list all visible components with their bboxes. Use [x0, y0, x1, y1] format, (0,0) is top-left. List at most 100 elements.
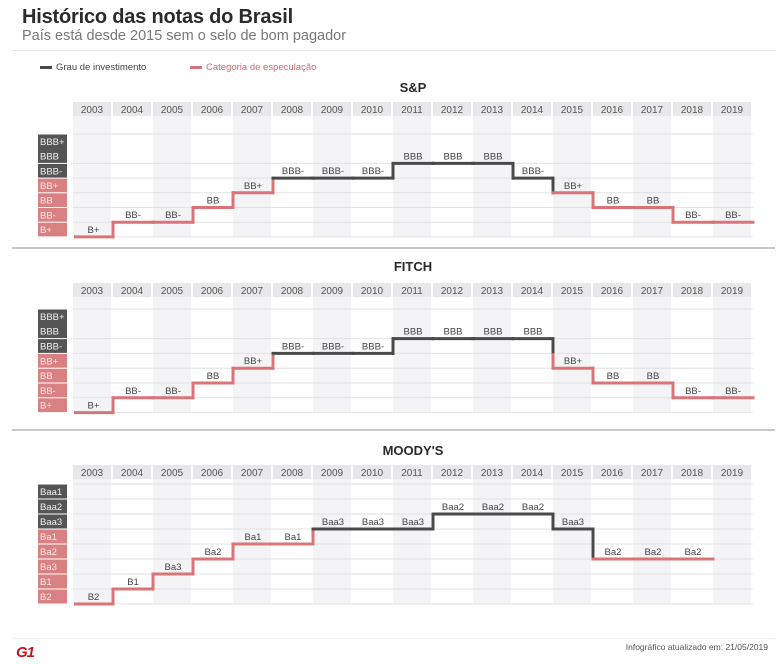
rating-label-box: [38, 574, 67, 589]
footer-divider: [12, 638, 775, 639]
rating-value-label: BBB-: [322, 341, 344, 352]
rating-label: B+: [40, 401, 52, 412]
year-label: 2005: [161, 286, 184, 297]
year-label: 2011: [401, 468, 423, 479]
year-label: 2019: [721, 286, 744, 297]
rating-label-box: [38, 559, 67, 574]
year-label: 2016: [601, 286, 624, 297]
column-band: [153, 479, 191, 604]
year-label: 2008: [281, 286, 304, 297]
rating-value-label: B+: [88, 225, 100, 236]
rating-value-label: BBB-: [282, 166, 304, 177]
year-label: 2006: [201, 468, 224, 479]
year-label: 2011: [401, 105, 423, 116]
column-band: [73, 297, 111, 413]
rating-value-label: BBB: [403, 327, 422, 338]
rating-value-label: Baa2: [442, 502, 464, 513]
column-band: [393, 297, 431, 413]
rating-value-label: Baa2: [522, 502, 544, 513]
year-header-cell: [113, 465, 151, 479]
rating-value-label: B1: [127, 577, 139, 588]
year-label: 2013: [481, 468, 504, 479]
year-header-cell: [673, 465, 711, 479]
year-header-cell: [673, 102, 711, 116]
year-header-cell: [473, 102, 511, 116]
year-header-cell: [553, 465, 591, 479]
rating-value-label: BB+: [564, 356, 583, 367]
year-header-cell: [233, 465, 271, 479]
rating-value-label: BB: [607, 371, 620, 382]
year-header-cell: [353, 465, 391, 479]
year-header-cell: [393, 102, 431, 116]
column-band: [233, 116, 271, 237]
rating-label-box: [38, 514, 67, 529]
column-band: [233, 297, 271, 413]
year-header-cell: [193, 465, 231, 479]
year-header-cell: [73, 283, 111, 297]
year-label: 2009: [321, 468, 344, 479]
year-header-cell: [433, 465, 471, 479]
rating-label-box: [38, 499, 67, 514]
rating-value-label: BBB: [483, 151, 502, 162]
chart-fitch: FITCH 2003 2004 2005 2006 2007 2008 2009 2010 201…: [38, 259, 755, 415]
rating-label-box: [38, 589, 67, 604]
rating-label-box: [38, 339, 67, 353]
year-label: 2019: [721, 468, 744, 479]
year-label: 2012: [441, 468, 464, 479]
rating-label-box: [38, 529, 67, 544]
column-band: [473, 479, 511, 604]
rating-label-box: [38, 353, 67, 368]
rating-value-label: BB: [207, 371, 220, 382]
year-label: 2017: [641, 105, 664, 116]
rating-value-label: Baa3: [562, 517, 584, 528]
year-header-cell: [233, 283, 271, 297]
year-header-cell: [73, 102, 111, 116]
year-label: 2015: [561, 105, 584, 116]
rating-label-box: [38, 383, 67, 398]
year-label: 2007: [241, 468, 264, 479]
rating-value-label: BBB: [443, 151, 462, 162]
column-band: [553, 116, 591, 237]
rating-label: BBB: [40, 152, 59, 163]
rating-value-label: Ba2: [645, 547, 662, 558]
year-header-cell: [673, 283, 711, 297]
section-divider-1: [12, 247, 775, 249]
year-header-cell: [593, 283, 631, 297]
rating-label: B2: [40, 592, 52, 603]
year-header-cell: [433, 102, 471, 116]
year-label: 2003: [81, 286, 104, 297]
year-header-cell: [633, 102, 671, 116]
year-label: 2015: [561, 468, 584, 479]
year-label: 2016: [601, 105, 624, 116]
chart-title: MOODY'S: [383, 443, 444, 458]
rating-value-label: BBB: [523, 327, 542, 338]
year-label: 2007: [241, 105, 264, 116]
rating-value-label: Baa3: [362, 517, 384, 528]
rating-value-label: Ba2: [605, 547, 622, 558]
chart-moody-s: MOODY'S 2003 2004 2005 2006 2007 2008 2009 2010 2…: [38, 443, 753, 606]
year-header-cell: [273, 465, 311, 479]
column-band: [633, 116, 671, 237]
chart-title: S&P: [400, 80, 427, 95]
rating-value-label: BB: [607, 196, 620, 207]
year-header-cell: [593, 102, 631, 116]
chart-s-p: S&P 2003 2004 2005 2006 2007 2008 2009 2010 2011 2…: [38, 80, 755, 239]
year-label: 2014: [521, 105, 544, 116]
rating-value-label: Baa3: [322, 517, 344, 528]
rating-label: B+: [40, 225, 52, 236]
year-header-cell: [113, 102, 151, 116]
column-band: [233, 479, 271, 604]
column-band: [393, 479, 431, 604]
rating-label: BB: [40, 371, 53, 382]
column-band: [153, 297, 191, 413]
year-label: 2004: [121, 468, 144, 479]
rating-value-label: BB-: [685, 386, 701, 397]
rating-value-label: BBB-: [282, 341, 304, 352]
rating-label-box: [38, 544, 67, 559]
year-label: 2019: [721, 105, 744, 116]
year-label: 2004: [121, 105, 144, 116]
rating-value-label: BBB: [483, 327, 502, 338]
rating-value-label: BB-: [685, 210, 701, 221]
rating-label-box: [38, 309, 67, 339]
year-header-cell: [193, 102, 231, 116]
